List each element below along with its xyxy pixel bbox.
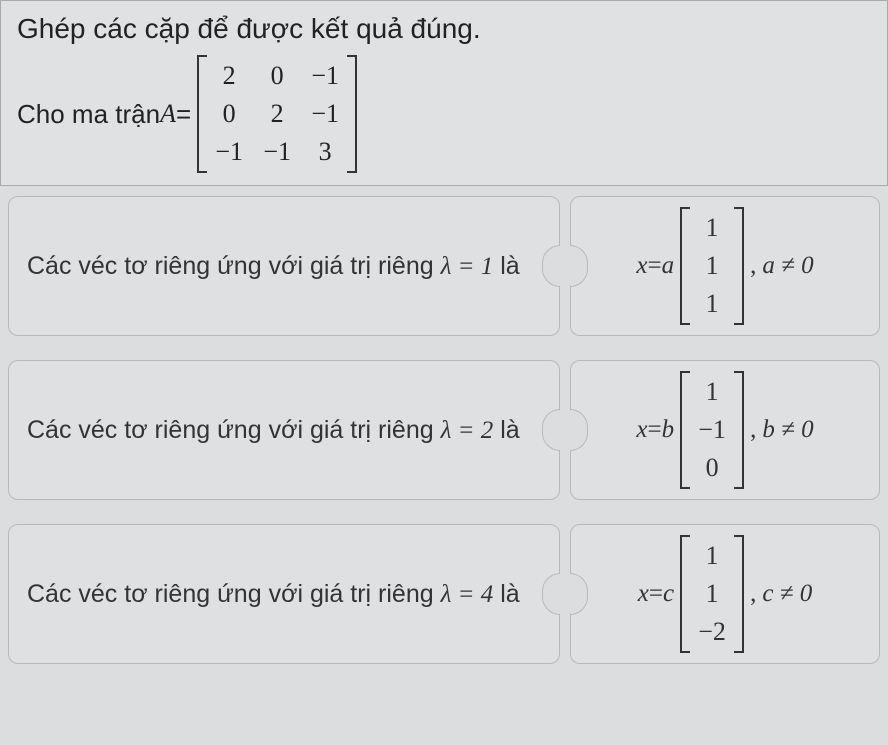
vector-cells: 1 −1 0 [690,371,734,489]
matrix-definition: Cho ma trận A = 2 0 −1 0 2 −1 −1 −1 3 [17,55,871,173]
left-card-lambda-2[interactable]: Các véc tơ riêng ứng với giá trị riêng λ… [8,360,560,500]
vector-expression: x = c 1 1 −2 , c ≠ 0 [638,535,812,653]
matrix-label-pre: Cho ma trận [17,99,160,130]
comma: , [750,580,756,608]
lambda-value: λ = 2 [441,417,494,444]
matrix-A: 2 0 −1 0 2 −1 −1 −1 3 [197,55,357,173]
bracket-right-icon [734,535,744,653]
cell: −1 [215,137,243,167]
left-pre: Các véc tơ riêng ứng với giá trị riêng [27,416,441,444]
cell: 3 [311,137,339,167]
vector-expression: x = a 1 1 1 , a ≠ 0 [636,207,813,325]
pair-row: Các véc tơ riêng ứng với giá trị riêng λ… [8,524,880,664]
left-text: Các véc tơ riêng ứng với giá trị riêng λ… [27,252,520,281]
cond-op: ≠ 0 [775,252,814,279]
vector: 1 −1 0 [680,371,744,489]
cell: 0 [215,99,243,129]
cell: 2 [263,99,291,129]
puzzle-notch-icon [570,409,588,451]
cond-op: ≠ 0 [773,580,812,607]
puzzle-notch-icon [570,573,588,615]
coef: b [662,416,675,444]
cell: −1 [698,415,726,445]
cell: 1 [698,541,726,571]
lambda-value: λ = 1 [441,253,494,280]
bracket-right-icon [347,55,357,173]
bracket-left-icon [680,207,690,325]
cell: −1 [311,61,339,91]
cell: −1 [263,137,291,167]
matrix-var: A [160,99,176,129]
left-card-lambda-1[interactable]: Các véc tơ riêng ứng với giá trị riêng λ… [8,196,560,336]
var-x: x [636,416,647,444]
puzzle-notch-icon [570,245,588,287]
left-text: Các véc tơ riêng ứng với giá trị riêng λ… [27,580,520,609]
eq-sign: = [649,580,663,608]
left-text: Các véc tơ riêng ứng với giá trị riêng λ… [27,416,520,445]
cell: −2 [698,617,726,647]
comma: , [750,252,756,280]
puzzle-notch-icon [542,245,560,287]
cond-op: ≠ 0 [775,416,814,443]
lambda-value: λ = 4 [441,581,494,608]
right-card-vector-a[interactable]: x = a 1 1 1 , a ≠ 0 [570,196,880,336]
cell: 1 [698,251,726,281]
vector: 1 1 −2 [680,535,744,653]
left-card-lambda-4[interactable]: Các véc tơ riêng ứng với giá trị riêng λ… [8,524,560,664]
left-pre: Các véc tơ riêng ứng với giá trị riêng [27,580,441,608]
pair-area: Các véc tơ riêng ứng với giá trị riêng λ… [0,186,888,664]
vector-cells: 1 1 −2 [690,535,734,653]
cell: 1 [698,579,726,609]
bracket-left-icon [680,371,690,489]
matrix-eq: = [176,99,191,130]
cell: −1 [311,99,339,129]
eq-sign: = [648,252,662,280]
coef: a [662,252,675,280]
cond-var: b [762,416,775,443]
var-x: x [638,580,649,608]
cell: 0 [698,453,726,483]
var-x: x [636,252,647,280]
comma: , [750,416,756,444]
condition: b ≠ 0 [762,416,813,444]
pair-row: Các véc tơ riêng ứng với giá trị riêng λ… [8,360,880,500]
condition: a ≠ 0 [762,252,813,280]
condition: c ≠ 0 [762,580,812,608]
vector: 1 1 1 [680,207,744,325]
cell: 1 [698,377,726,407]
puzzle-notch-icon [542,573,560,615]
right-card-vector-c[interactable]: x = c 1 1 −2 , c ≠ 0 [570,524,880,664]
puzzle-notch-icon [542,409,560,451]
pair-row: Các véc tơ riêng ứng với giá trị riêng λ… [8,196,880,336]
bracket-left-icon [680,535,690,653]
left-post: là [493,252,519,280]
left-pre: Các véc tơ riêng ứng với giá trị riêng [27,252,441,280]
right-card-vector-b[interactable]: x = b 1 −1 0 , b ≠ 0 [570,360,880,500]
cond-var: c [762,580,773,607]
cond-var: a [762,252,775,279]
left-post: là [493,580,519,608]
matrix-cells: 2 0 −1 0 2 −1 −1 −1 3 [207,55,347,173]
bracket-left-icon [197,55,207,173]
prompt-title: Ghép các cặp để được kết quả đúng. [17,13,871,45]
cell: 2 [215,61,243,91]
bracket-right-icon [734,207,744,325]
cell: 1 [698,289,726,319]
cell: 1 [698,213,726,243]
coef: c [663,580,674,608]
eq-sign: = [648,416,662,444]
prompt-box: Ghép các cặp để được kết quả đúng. Cho m… [0,0,888,186]
exercise-container: Ghép các cặp để được kết quả đúng. Cho m… [0,0,888,745]
bracket-right-icon [734,371,744,489]
left-post: là [493,416,519,444]
vector-cells: 1 1 1 [690,207,734,325]
cell: 0 [263,61,291,91]
vector-expression: x = b 1 −1 0 , b ≠ 0 [636,371,813,489]
